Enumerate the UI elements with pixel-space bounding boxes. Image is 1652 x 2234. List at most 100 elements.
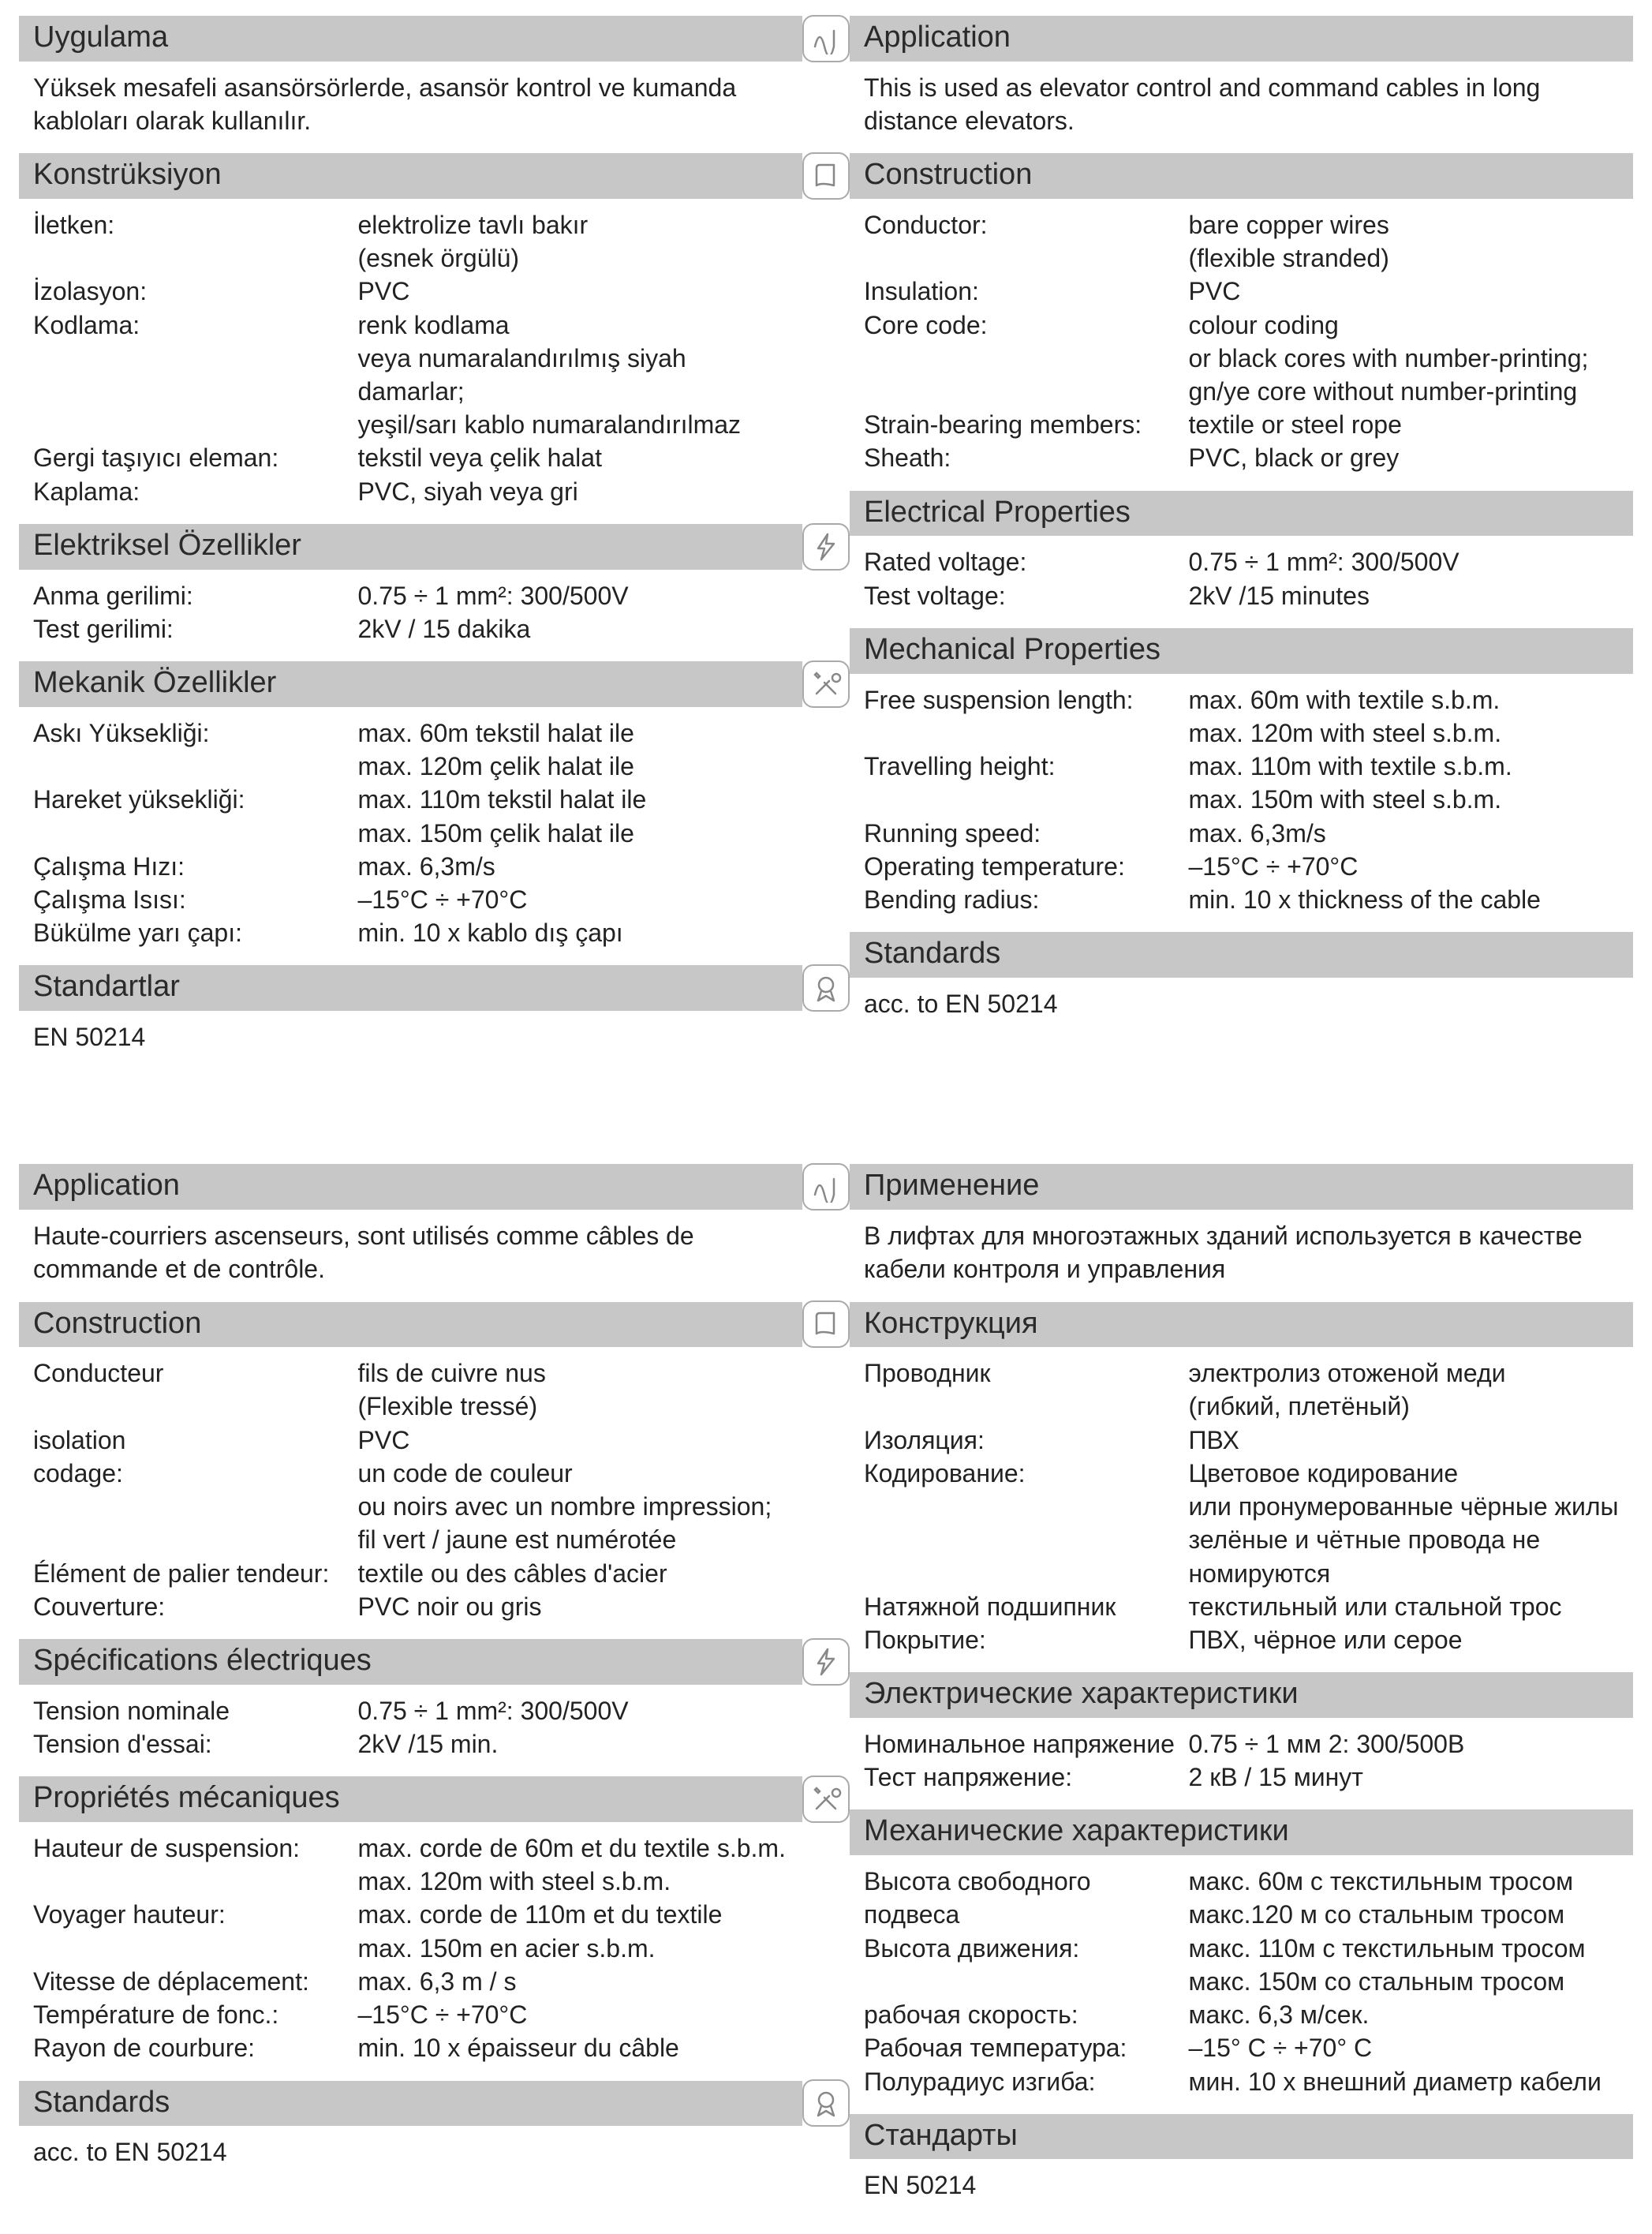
- medal-icon-badge: [802, 964, 850, 1012]
- section-header: Standards: [850, 932, 1633, 978]
- spec-value: PVC, black or grey: [1189, 441, 1620, 474]
- spec-value: 0.75 ÷ 1 mm²: 300/500V: [358, 1694, 789, 1727]
- spec-label: Çalışma Isısı:: [33, 883, 358, 916]
- spec-value: 2kV /15 minutes: [1189, 579, 1620, 612]
- spec-section: ConstructionConducteurfils de cuivre nus…: [19, 1302, 802, 1637]
- section-body: İletken:elektrolize tavlı bakır(esnek ör…: [19, 207, 802, 521]
- spec-label: Vitesse de déplacement:: [33, 1965, 358, 1998]
- spec-value: max. 6,3m/s: [1189, 817, 1620, 850]
- spec-row: codage:un code de couleurou noirs avec u…: [33, 1457, 788, 1557]
- spec-row: Проводникэлектролиз отоженой меди(гибкий…: [864, 1356, 1619, 1423]
- spec-row: Operating temperature:–15°C ÷ +70°C: [864, 850, 1619, 883]
- spec-label: Hareket yüksekliği:: [33, 783, 358, 849]
- section-header: Standartlar: [19, 965, 802, 1011]
- book-icon-badge: [802, 1300, 850, 1348]
- section-header: Стандарты: [850, 2114, 1633, 2160]
- spec-section: Elektriksel ÖzelliklerAnma gerilimi:0.75…: [19, 524, 802, 658]
- spec-section: Propriétés mécaniquesHauteur de suspensi…: [19, 1776, 802, 2077]
- section-paragraph: EN 50214: [33, 1020, 788, 1053]
- spec-label: Кодирование:: [864, 1457, 1189, 1590]
- spec-row: Высота движения:макс. 110м с текстильным…: [864, 1932, 1619, 1998]
- section-body: Anma gerilimi:0.75 ÷ 1 mm²: 300/500VTest…: [19, 578, 802, 658]
- spec-label: Running speed:: [864, 817, 1189, 850]
- spec-label: рабочая скорость:: [864, 1998, 1189, 2031]
- section-body: Rated voltage:0.75 ÷ 1 mm²: 300/500VTest…: [850, 544, 1633, 624]
- spec-label: Température de fonc.:: [33, 1998, 358, 2031]
- spec-value: PVC: [1189, 275, 1620, 308]
- section-header: Механические характеристики: [850, 1809, 1633, 1855]
- spec-row: Натяжной подшипниктекстильный или стальн…: [864, 1590, 1619, 1623]
- section-paragraph: acc. to EN 50214: [33, 2135, 788, 2169]
- section-paragraph: Haute-courriers ascenseurs, sont utilisé…: [33, 1219, 788, 1285]
- spec-value: –15°C ÷ +70°C: [358, 883, 789, 916]
- section-body: Tension nominale0.75 ÷ 1 mm²: 300/500VTe…: [19, 1693, 802, 1773]
- book-icon: [810, 160, 842, 192]
- spec-label: Bending radius:: [864, 883, 1189, 916]
- tools-icon-badge: [802, 1776, 850, 1823]
- spec-value: tekstil veya çelik halat: [358, 441, 789, 474]
- section-body: Askı Yüksekliği:max. 60m tekstil halat i…: [19, 715, 802, 963]
- spec-value: электролиз отоженой меди(гибкий, плетёны…: [1189, 1356, 1620, 1423]
- spec-row: Rayon de courbure:min. 10 x épaisseur du…: [33, 2031, 788, 2064]
- spec-row: Рабочая температура:–15° C ÷ +70° C: [864, 2031, 1619, 2064]
- section-body: Номинальное напряжение0.75 ÷ 1 мм 2: 300…: [850, 1726, 1633, 1806]
- medal-icon: [810, 972, 842, 1004]
- spec-row: isolationPVC: [33, 1424, 788, 1457]
- spec-section: ПрименениеВ лифтах для многоэтажных здан…: [850, 1164, 1633, 1298]
- spec-label: Operating temperature:: [864, 850, 1189, 883]
- bolt-icon-badge: [802, 523, 850, 571]
- spec-row: Askı Yüksekliği:max. 60m tekstil halat i…: [33, 717, 788, 783]
- spec-value: 0.75 ÷ 1 mm²: 300/500V: [358, 579, 789, 612]
- spec-label: Изоляция:: [864, 1424, 1189, 1457]
- spec-value: 0.75 ÷ 1 mm²: 300/500V: [1189, 545, 1620, 578]
- spec-value: max. corde de 60m et du textile s.b.m.ma…: [358, 1832, 789, 1898]
- spec-section: Standartlar EN 50214: [19, 965, 802, 1066]
- spec-label: Insulation:: [864, 275, 1189, 308]
- spec-value: min. 10 x thickness of the cable: [1189, 883, 1620, 916]
- spec-section: ApplicationHaute-courriers ascenseurs, s…: [19, 1164, 802, 1298]
- spec-row: Anma gerilimi:0.75 ÷ 1 mm²: 300/500V: [33, 579, 788, 612]
- book-icon-badge: [802, 152, 850, 200]
- section-header: Spécifications électriques: [19, 1639, 802, 1685]
- bolt-icon: [810, 531, 842, 563]
- spec-label: İzolasyon:: [33, 275, 358, 308]
- spec-label: Kaplama:: [33, 475, 358, 508]
- spec-label: Conducteur: [33, 1356, 358, 1423]
- spec-value: мин. 10 x внешний диаметр кабели: [1189, 2065, 1620, 2098]
- spec-value: PVC: [358, 1424, 789, 1457]
- spec-value: bare copper wires(flexible stranded): [1189, 208, 1620, 275]
- section-header: Propriétés mécaniques: [19, 1776, 802, 1822]
- spec-label: Test gerilimi:: [33, 612, 358, 646]
- spec-label: Покрытие:: [864, 1623, 1189, 1656]
- spec-section: Механические характеристики Высота свобод…: [850, 1809, 1633, 2110]
- section-body: В лифтах для многоэтажных зданий использ…: [850, 1218, 1633, 1298]
- spec-value: textile or steel rope: [1189, 408, 1620, 441]
- spec-row: İzolasyon:PVC: [33, 275, 788, 308]
- spec-row: Изоляция:ПВХ: [864, 1424, 1619, 1457]
- spec-label: Полурадиус изгиба:: [864, 2065, 1189, 2098]
- spec-value: colour codingor black cores with number-…: [1189, 309, 1620, 409]
- spec-section: Mechanical PropertiesFree suspension len…: [850, 628, 1633, 929]
- spec-label: Натяжной подшипник: [864, 1590, 1189, 1623]
- spec-value: min. 10 x kablo dış çapı: [358, 916, 789, 949]
- spec-label: İletken:: [33, 208, 358, 275]
- spec-row: Conducteurfils de cuivre nus(Flexible tr…: [33, 1356, 788, 1423]
- spec-label: Tension nominale: [33, 1694, 358, 1727]
- section-header: Application: [850, 16, 1633, 62]
- spec-row: Free suspension length:max. 60m with tex…: [864, 683, 1619, 750]
- spec-value: макс. 6,3 м/сек.: [1189, 1998, 1620, 2031]
- section-paragraph: Yüksek mesafeli asansörsörlerde, asansör…: [33, 71, 788, 137]
- spec-label: Sheath:: [864, 441, 1189, 474]
- spec-row: Couverture:PVC noir ou gris: [33, 1590, 788, 1623]
- spec-label: Gergi taşıyıcı eleman:: [33, 441, 358, 474]
- spec-section: Konstrüksiyonİletken:elektrolize tavlı b…: [19, 153, 802, 521]
- section-header: Electrical Properties: [850, 491, 1633, 537]
- spec-row: Высота свободного подвесамакс. 60м с тек…: [864, 1865, 1619, 1931]
- spec-row: Tension nominale0.75 ÷ 1 mm²: 300/500V: [33, 1694, 788, 1727]
- spec-section: КонструкцияПроводникэлектролиз отоженой …: [850, 1302, 1633, 1670]
- spec-value: PVC: [358, 275, 789, 308]
- spec-row: Тест напряжение:2 кВ / 15 минут: [864, 1761, 1619, 1794]
- spec-label: Élément de palier tendeur:: [33, 1557, 358, 1590]
- spec-value: 2 кВ / 15 минут: [1189, 1761, 1620, 1794]
- spec-row: Voyager hauteur:max. corde de 110m et du…: [33, 1898, 788, 1964]
